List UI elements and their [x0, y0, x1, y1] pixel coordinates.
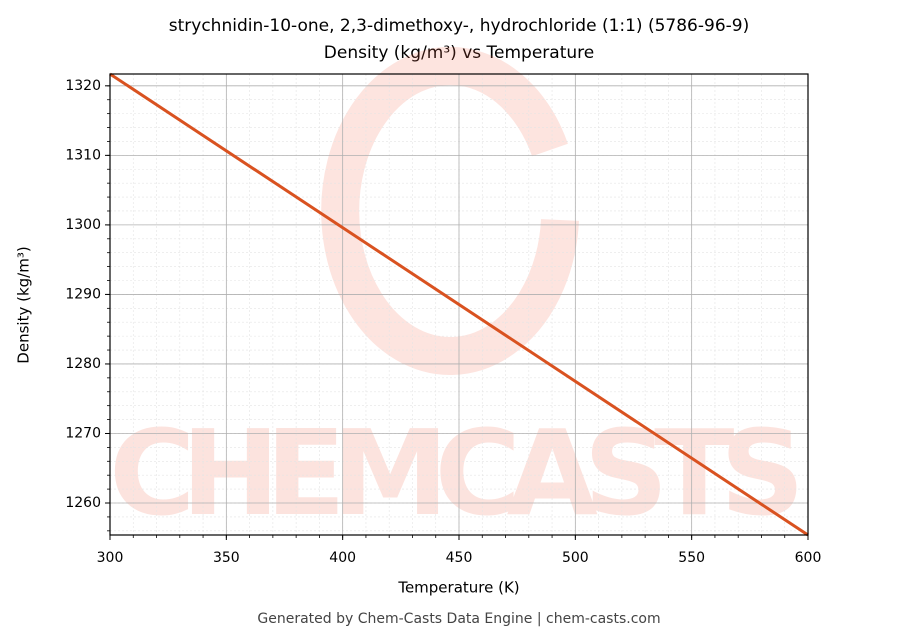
y-tick-label: 1280 [65, 356, 101, 372]
chart-subtitle: Density (kg/m³) vs Temperature [324, 43, 594, 63]
x-tick-label: 550 [678, 550, 705, 566]
x-tick-label: 500 [562, 550, 589, 566]
watermark-c [321, 47, 579, 375]
y-axis-label: Density (kg/m³) [15, 246, 33, 363]
chart-title: strychnidin-10-one, 2,3-dimethoxy-, hydr… [169, 16, 749, 36]
data-line [109, 72, 809, 537]
x-tick-label: 350 [213, 550, 240, 566]
x-tick-label: 300 [97, 550, 124, 566]
y-tick-label: 1300 [65, 217, 101, 233]
watermark-logo [321, 47, 579, 375]
x-tick-label: 600 [795, 550, 822, 566]
y-tick-label: 1270 [65, 425, 101, 441]
y-tick-label: 1320 [65, 78, 101, 94]
y-tick-label: 1260 [65, 495, 101, 511]
x-tick-label: 400 [329, 550, 356, 566]
footer: Generated by Chem-Casts Data Engine | ch… [257, 611, 660, 627]
plot-frame [109, 73, 809, 536]
x-tick-label: 450 [446, 550, 473, 566]
y-tick-label: 1310 [65, 147, 101, 163]
y-tick-label: 1290 [65, 286, 101, 302]
x-axis-label: Temperature (K) [397, 579, 519, 597]
watermark: CHEMCASTS [109, 404, 809, 542]
